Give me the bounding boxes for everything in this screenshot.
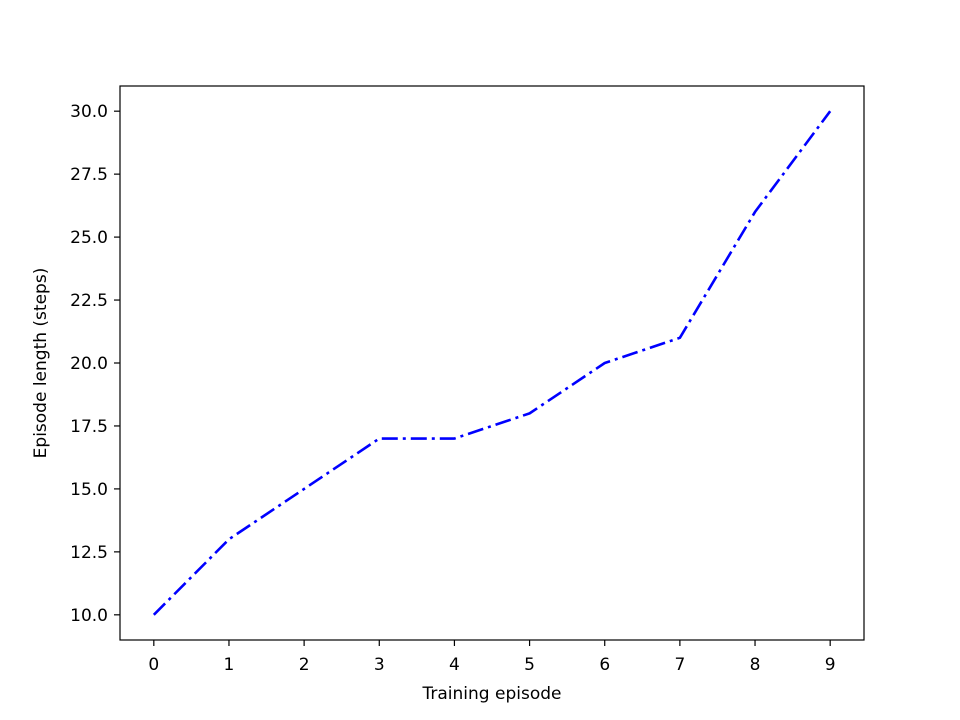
x-tick-label: 7 <box>674 655 685 675</box>
x-tick-label: 6 <box>599 655 610 675</box>
x-tick-label: 9 <box>825 655 836 675</box>
y-tick-label: 15.0 <box>70 480 108 500</box>
x-tick-label: 3 <box>374 655 385 675</box>
y-tick-label: 10.0 <box>70 606 108 626</box>
x-tick-label: 0 <box>148 655 159 675</box>
y-axis: 10.0 12.5 15.0 17.5 20.0 22.5 25.0 27.5 30.0 <box>70 102 120 626</box>
y-tick-label: 30.0 <box>70 102 108 122</box>
y-tick-label: 27.5 <box>70 165 108 185</box>
series-layer <box>152 110 832 616</box>
y-tick-label: 17.5 <box>70 417 108 437</box>
x-axis: 0 1 2 3 4 5 6 7 8 9 <box>148 640 836 675</box>
y-tick-label: 20.0 <box>70 354 108 374</box>
x-tick-label: 8 <box>750 655 761 675</box>
x-tick-label: 2 <box>299 655 310 675</box>
x-axis-label: Training episode <box>422 684 562 704</box>
x-tick-label: 1 <box>224 655 235 675</box>
y-tick-label: 22.5 <box>70 291 108 311</box>
y-axis-label: Episode length (steps) <box>31 268 51 459</box>
y-tick-label: 25.0 <box>70 228 108 248</box>
x-tick-label: 5 <box>524 655 535 675</box>
y-tick-label: 12.5 <box>70 543 108 563</box>
x-tick-label: 4 <box>449 655 460 675</box>
series-line <box>152 110 832 616</box>
